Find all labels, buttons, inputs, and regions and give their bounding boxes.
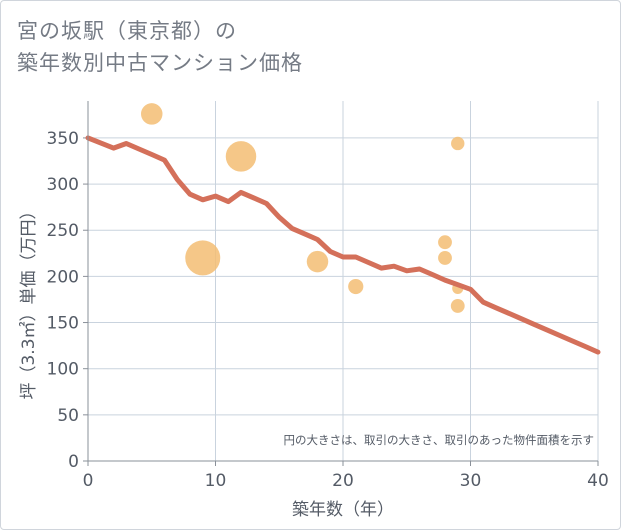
chart-title-line1: 宮の坂駅（東京都）の	[17, 19, 237, 43]
y-tick-label: 200	[47, 267, 79, 287]
bubble-point	[225, 141, 257, 172]
x-tick-label: 40	[587, 471, 609, 491]
y-tick-label: 50	[57, 406, 79, 426]
chart-title-line2: 築年数別中古マンション価格	[17, 51, 303, 75]
x-axis-label: 築年数（年）	[292, 500, 394, 520]
bubble-point	[450, 298, 465, 313]
bubble-point	[438, 235, 452, 250]
x-tick-label: 30	[460, 471, 482, 491]
bubble-point	[306, 250, 329, 273]
y-tick-label: 100	[47, 360, 79, 380]
x-tick-label: 0	[83, 471, 94, 491]
x-axis-ticks: 0 10 20 30 40	[83, 461, 609, 491]
bubble-point	[348, 278, 364, 295]
y-tick-label: 250	[47, 221, 79, 241]
bubble-point	[451, 136, 465, 151]
x-tick-label: 10	[205, 471, 227, 491]
y-axis-label: 坪（3.3㎡）単価（万円）	[19, 202, 39, 399]
y-tick-label: 300	[47, 175, 79, 195]
bubble-size-note: 円の大きさは、取引の大きさ、取引のあった物件面積を示す	[284, 433, 595, 447]
y-axis-ticks: 0 50 100 150 200 250 300 350	[47, 129, 88, 472]
y-tick-label: 0	[68, 452, 79, 472]
y-tick-label: 350	[47, 129, 79, 149]
x-tick-label: 20	[332, 471, 354, 491]
y-tick-label: 150	[47, 314, 79, 334]
bubble-point	[141, 103, 163, 125]
average-price-line	[85, 135, 601, 355]
chart-title: 宮の坂駅（東京都）の 築年数別中古マンション価格	[17, 15, 303, 79]
bubble-point	[185, 240, 221, 276]
grid	[88, 101, 599, 461]
bubble-point	[438, 250, 452, 265]
